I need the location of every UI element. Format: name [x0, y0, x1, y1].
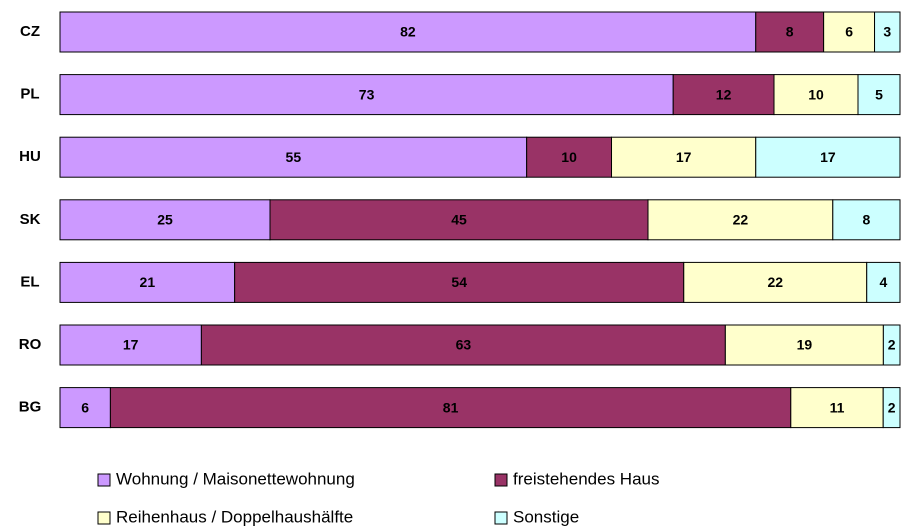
bar-segment	[724, 324, 884, 366]
value-label: 45	[451, 212, 467, 228]
bar-segment	[59, 74, 674, 116]
bar-segment	[882, 387, 901, 429]
category-label: BG	[19, 399, 42, 416]
value-label: 55	[286, 149, 302, 165]
bar-segment	[59, 387, 111, 429]
legend-label: freistehendes Haus	[513, 469, 659, 488]
legend-swatch	[97, 511, 111, 525]
bar-segment	[882, 324, 901, 366]
value-label: 17	[676, 149, 692, 165]
legend-label: Reihenhaus / Doppelhaushälfte	[116, 507, 353, 526]
bar-segment	[59, 324, 202, 366]
value-label: 10	[561, 149, 577, 165]
bar-segment	[269, 199, 649, 241]
value-label: 10	[808, 86, 824, 102]
legend-swatch	[494, 473, 508, 487]
bar-segment	[59, 261, 236, 303]
legend-label: Wohnung / Maisonettewohnung	[116, 469, 355, 488]
value-label: 5	[875, 86, 883, 102]
value-label: 2	[888, 399, 896, 415]
bar-segment	[59, 11, 757, 53]
value-label: 4	[879, 274, 887, 290]
category-label: SK	[20, 211, 41, 228]
bar-segment	[874, 11, 901, 53]
bar-segment	[683, 261, 868, 303]
value-label: 22	[767, 274, 783, 290]
bar-segment	[823, 11, 876, 53]
value-label: 8	[786, 24, 794, 40]
value-label: 22	[733, 212, 749, 228]
category-label: PL	[20, 86, 39, 103]
value-label: 12	[716, 86, 732, 102]
value-label: 17	[123, 337, 139, 353]
category-label: EL	[20, 273, 39, 290]
category-label: HU	[19, 148, 41, 165]
legend-swatch	[494, 511, 508, 525]
bar-segment	[200, 324, 726, 366]
value-label: 19	[797, 337, 813, 353]
bar-segment	[832, 199, 901, 241]
bar-segment	[866, 261, 901, 303]
value-label: 6	[81, 399, 89, 415]
category-label: RO	[19, 336, 42, 353]
value-label: 3	[883, 24, 891, 40]
bar-segment	[672, 74, 775, 116]
bar-segment	[234, 261, 685, 303]
value-label: 73	[359, 86, 375, 102]
bar-segment	[59, 136, 528, 178]
bar-segment	[755, 136, 901, 178]
value-label: 6	[845, 24, 853, 40]
value-label: 54	[451, 274, 467, 290]
bar-segment	[790, 387, 884, 429]
value-label: 11	[830, 399, 845, 415]
bar-segment	[526, 136, 613, 178]
value-label: 82	[400, 24, 416, 40]
value-label: 21	[140, 274, 156, 290]
bar-segment	[755, 11, 825, 53]
value-label: 2	[888, 337, 896, 353]
category-label: CZ	[20, 23, 40, 40]
bar-segment	[59, 199, 271, 241]
value-label: 81	[443, 399, 459, 415]
value-label: 8	[863, 212, 871, 228]
value-label: 63	[456, 337, 472, 353]
legend-label: Sonstige	[513, 507, 579, 526]
legend-swatch	[97, 473, 111, 487]
value-label: 17	[820, 149, 836, 165]
value-label: 25	[157, 212, 173, 228]
bar-segment	[109, 387, 792, 429]
bar-segment	[773, 74, 859, 116]
bar-segment	[857, 74, 901, 116]
